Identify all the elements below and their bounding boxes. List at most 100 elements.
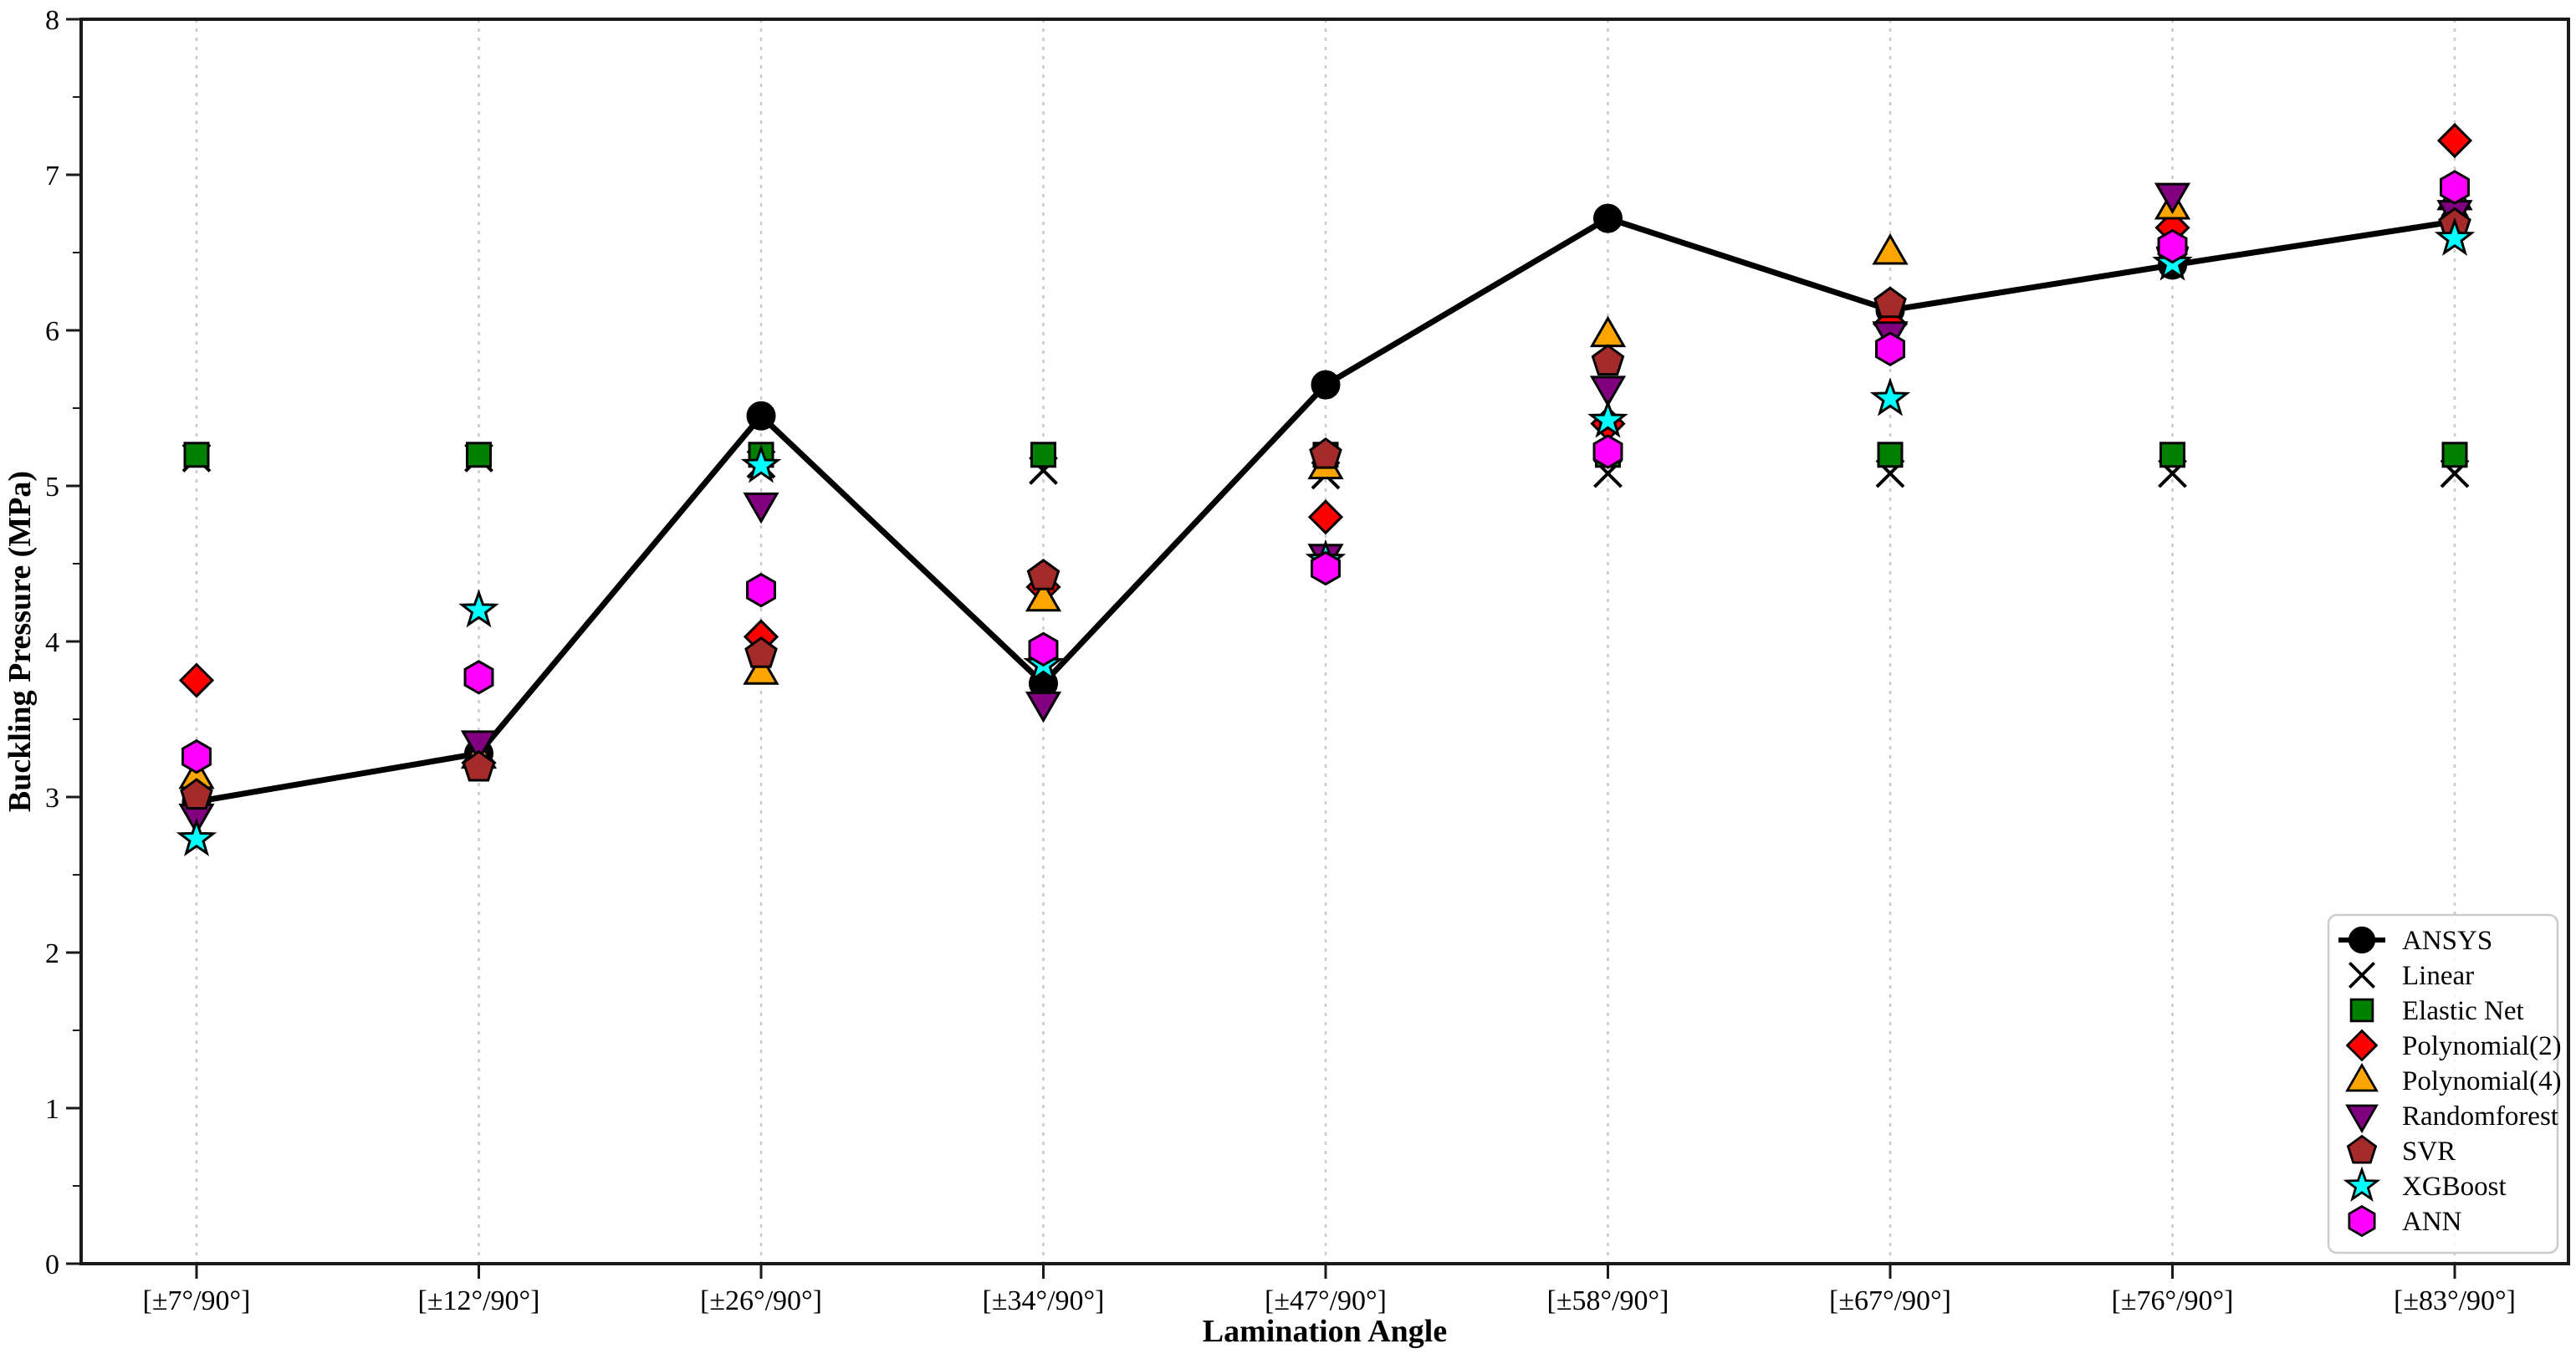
- x-tick-label: [±47°/90°]: [1265, 1285, 1387, 1316]
- data-point: [181, 738, 212, 774]
- data-point: [178, 662, 215, 698]
- series-svr: [180, 207, 2471, 810]
- legend-item-svr: SVR: [2346, 1134, 2456, 1167]
- y-tick-label: 8: [45, 5, 59, 36]
- plot-background: [81, 19, 2568, 1264]
- data-point: [743, 492, 779, 524]
- purple-triangle-down-icon: [2345, 1104, 2379, 1134]
- y-tick-label: 1: [45, 1094, 59, 1125]
- data-point: [1030, 442, 1056, 468]
- series-ann: [181, 170, 2470, 774]
- legend-item-polynomial2: Polynomial(2): [2345, 1029, 2562, 1062]
- data-point: [2157, 228, 2188, 264]
- data-point: [1589, 376, 1627, 407]
- data-point: [2440, 170, 2470, 205]
- legend-item-label: Polynomial(4): [2402, 1066, 2562, 1096]
- data-point: [740, 444, 782, 483]
- data-point: [1026, 559, 1061, 590]
- plot-series: [176, 122, 2476, 856]
- data-point: [176, 817, 217, 856]
- data-point: [1307, 499, 1344, 535]
- y-tick-label: 5: [45, 472, 59, 503]
- y-axis-tick-labels: 0 1 2 3 4 5 6 7 8: [45, 5, 59, 1280]
- y-tick-label: 3: [45, 783, 59, 814]
- legend-item-label: Polynomial(2): [2402, 1031, 2562, 1061]
- data-point: [1311, 370, 1341, 400]
- data-point: [1587, 399, 1628, 438]
- legend-item-ansys: ANSYS: [2338, 926, 2492, 956]
- brown-pentagon-icon: [2346, 1134, 2378, 1164]
- data-point: [746, 572, 776, 608]
- data-point: [1869, 377, 1911, 416]
- data-point: [2159, 442, 2185, 468]
- legend-item-label: XGBoost: [2402, 1172, 2507, 1202]
- y-tick-label: 4: [45, 627, 59, 658]
- legend-box: [2327, 913, 2559, 1254]
- legend-item-xgboost: XGBoost: [2343, 1166, 2507, 1202]
- data-point: [1311, 550, 1341, 586]
- x-tick-label: [±67°/90°]: [1829, 1285, 1951, 1316]
- data-point: [1028, 631, 1059, 667]
- data-point: [1593, 203, 1623, 233]
- y-tick-label: 2: [45, 938, 59, 969]
- y-tick-label: 6: [45, 316, 59, 347]
- data-point: [1592, 434, 1623, 469]
- data-point: [460, 730, 498, 762]
- green-square-icon: [2349, 998, 2374, 1023]
- data-point: [463, 660, 494, 695]
- data-point: [2154, 182, 2191, 215]
- data-point: [1875, 331, 1905, 367]
- x-tick-label: [±7°/90°]: [143, 1285, 251, 1316]
- y-axis-title: Buckling Pressure (MPa): [3, 471, 38, 812]
- data-point: [1873, 286, 1907, 319]
- red-diamond-icon: [2345, 1029, 2379, 1062]
- legend-item-polynomial4: Polynomial(4): [2345, 1062, 2562, 1096]
- data-point: [2441, 442, 2468, 468]
- data-point: [180, 778, 213, 810]
- legend-item-linear: Linear: [2348, 961, 2474, 991]
- data-point: [1025, 580, 1062, 612]
- legend-item-label: ANN: [2402, 1207, 2462, 1237]
- legend-item-label: Elastic Net: [2402, 996, 2524, 1026]
- legend-item-elastic-net: Elastic Net: [2349, 996, 2524, 1026]
- data-point: [1872, 232, 1909, 265]
- data-point: [466, 442, 492, 468]
- x-axis-tick-labels: [±7°/90°] [±12°/90°] [±26°/90°] [±34°/90°] […: [143, 1285, 2516, 1316]
- data-point: [2436, 122, 2473, 159]
- data-point: [183, 442, 210, 468]
- x-tick-label: [±34°/90°]: [983, 1285, 1105, 1316]
- x-tick-label: [±58°/90°]: [1547, 1285, 1669, 1316]
- data-point: [1309, 437, 1342, 469]
- legend-item-label: ANSYS: [2402, 926, 2492, 956]
- legend: ANSYS Linear Elastic Net Polynomial(2) P…: [2327, 913, 2562, 1254]
- data-point: [2434, 217, 2476, 256]
- magenta-hexagon-icon: [2348, 1204, 2376, 1238]
- legend-item-label: Linear: [2402, 961, 2474, 991]
- x-tick-label: [±83°/90°]: [2394, 1285, 2516, 1316]
- cyan-star-icon: [2343, 1166, 2381, 1202]
- x-tick-label: [±26°/90°]: [700, 1285, 822, 1316]
- data-point: [462, 749, 496, 782]
- data-point: [743, 653, 779, 685]
- data-point: [1591, 344, 1625, 376]
- orange-triangle-icon: [2345, 1062, 2379, 1092]
- x-marker-icon: [2348, 961, 2376, 989]
- data-point: [458, 589, 499, 628]
- legend-item-label: SVR: [2402, 1137, 2456, 1167]
- ansys-line-circle-icon: [2338, 926, 2385, 954]
- legend-item-randomforest: Randomforest: [2345, 1101, 2558, 1134]
- x-tick-label: [±76°/90°]: [2112, 1285, 2234, 1316]
- data-point: [1025, 691, 1062, 723]
- x-axis-ticks: [195, 1264, 2456, 1279]
- y-axis-ticks: [66, 18, 81, 1265]
- legend-item-label: Randomforest: [2402, 1101, 2558, 1132]
- x-axis-title: Lamination Angle: [1203, 1314, 1447, 1349]
- x-tick-label: [±12°/90°]: [418, 1285, 540, 1316]
- legend-item-ann: ANN: [2348, 1204, 2462, 1238]
- data-point: [744, 636, 778, 668]
- data-point: [1877, 442, 1904, 468]
- y-tick-label: 7: [45, 161, 59, 192]
- y-tick-label: 0: [45, 1249, 59, 1280]
